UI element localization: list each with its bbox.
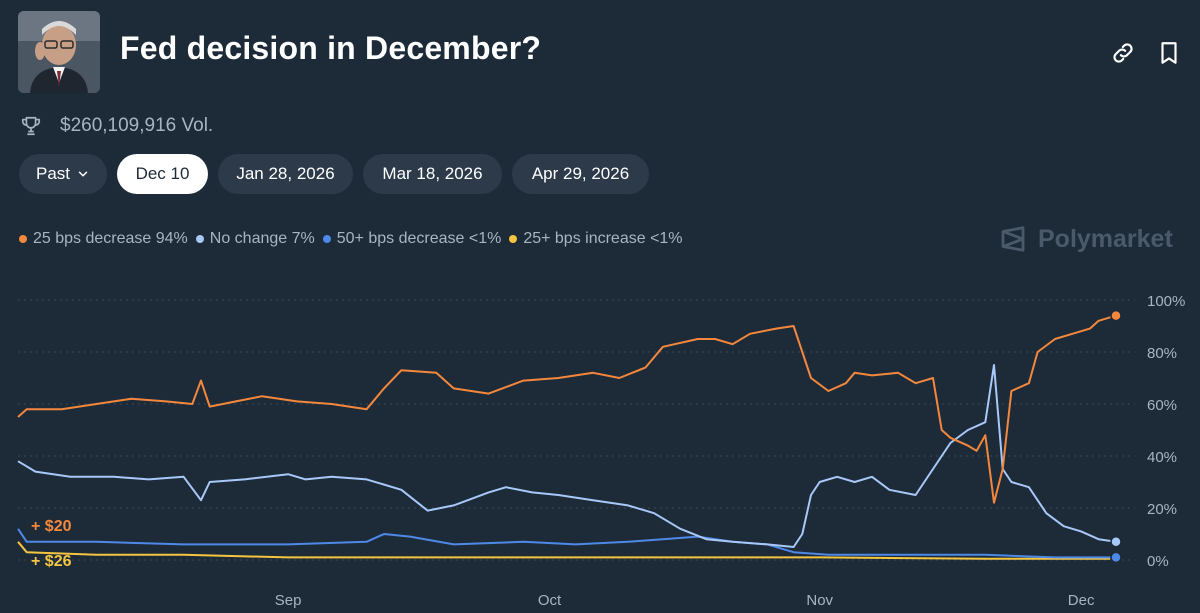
link-icon[interactable]	[1110, 40, 1136, 66]
legend-label: 50+ bps decrease <1%	[336, 230, 502, 247]
date-tabs: Past Dec 10 Jan 28, 2026 Mar 18, 2026 Ap…	[19, 154, 659, 194]
volume-text: $260,109,916 Vol.	[60, 115, 214, 136]
portrait-image	[18, 11, 100, 93]
y-tick-label: 100%	[1147, 293, 1185, 310]
tab-apr-29-2026[interactable]: Apr 29, 2026	[512, 154, 649, 194]
series-line[interactable]	[17, 528, 1116, 559]
tab-label: Past	[35, 164, 71, 183]
series-end-point	[1110, 309, 1122, 322]
x-tick-label: Nov	[806, 592, 833, 609]
page-title: Fed decision in December?	[120, 30, 542, 66]
y-tick-label: 40%	[1147, 449, 1177, 466]
volume-row: $260,109,916 Vol.	[20, 114, 213, 138]
legend-label: 25 bps decrease 94%	[33, 230, 188, 247]
series-line[interactable]	[17, 364, 1117, 548]
y-tick-label: 0%	[1147, 553, 1169, 570]
trophy-icon	[21, 116, 41, 136]
tab-label: Apr 29, 2026	[531, 164, 630, 183]
y-tick-label: 80%	[1147, 345, 1177, 362]
legend-item[interactable]: 25+ bps increase <1%	[509, 230, 683, 248]
series-end-point	[1110, 551, 1122, 564]
tab-mar-18-2026[interactable]: Mar 18, 2026	[363, 154, 502, 194]
legend-dot	[509, 235, 518, 243]
trade-annotation: + $26	[31, 553, 72, 570]
legend-label: 25+ bps increase <1%	[523, 230, 683, 247]
tab-label: Jan 28, 2026	[236, 164, 335, 183]
bookmark-icon[interactable]	[1156, 40, 1182, 66]
series-line[interactable]	[17, 541, 1116, 560]
legend-dot	[19, 235, 27, 243]
tab-label: Mar 18, 2026	[382, 164, 483, 183]
legend-label: No change 7%	[209, 230, 315, 247]
tab-jan-28-2026[interactable]: Jan 28, 2026	[218, 154, 353, 194]
trade-annotation: + $20	[31, 518, 72, 535]
legend-dot	[322, 235, 331, 243]
legend-item[interactable]: 50+ bps decrease <1%	[322, 230, 502, 248]
series-end-point	[1110, 536, 1122, 548]
x-tick-label: Dec	[1068, 592, 1095, 609]
legend-dot	[195, 235, 204, 243]
price-chart[interactable]: 0% 20% 40% 60% 80% 100% Sep Oct Nov Dec + $20 + $26	[0, 280, 1200, 613]
legend-item[interactable]: 25 bps decrease 94%	[19, 230, 188, 248]
brand-name: Polymarket	[1038, 224, 1173, 253]
x-tick-label: Sep	[275, 592, 302, 609]
chevron-down-icon	[78, 171, 88, 177]
tab-past[interactable]: Past	[19, 154, 107, 194]
series-line[interactable]	[17, 314, 1117, 504]
tab-label: Dec 10	[135, 164, 190, 183]
polymarket-logo-icon	[1001, 226, 1025, 252]
legend-item[interactable]: No change 7%	[195, 230, 315, 248]
market-avatar	[18, 11, 100, 93]
y-tick-label: 60%	[1147, 397, 1177, 414]
x-tick-label: Oct	[538, 592, 562, 609]
polymarket-logo: Polymarket	[998, 224, 1173, 254]
tab-dec-10[interactable]: Dec 10	[117, 154, 208, 194]
chart-legend: 25 bps decrease 94% No change 7% 50+ bps…	[19, 230, 691, 248]
y-tick-label: 20%	[1147, 501, 1177, 518]
